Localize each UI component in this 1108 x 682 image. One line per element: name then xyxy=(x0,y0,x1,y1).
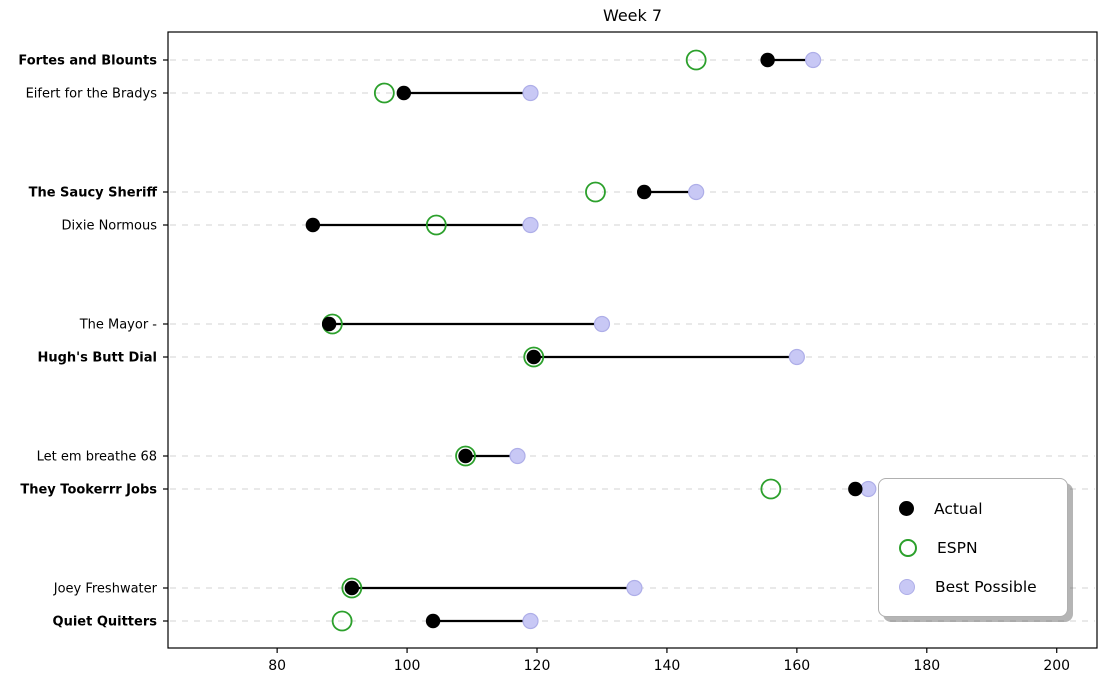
plot-border xyxy=(167,31,1098,649)
y-tick-label: Fortes and Blounts xyxy=(18,54,157,69)
best-possible-point xyxy=(860,480,877,498)
y-tick-label: The Saucy Sheriff xyxy=(29,186,158,201)
best-possible-point xyxy=(626,579,643,597)
x-tick-label: 200 xyxy=(1043,658,1070,674)
y-tick-label: Let em breathe 68 xyxy=(37,450,157,465)
legend-item-actual: Actual xyxy=(899,489,1067,528)
y-tick-label: Dixie Normous xyxy=(62,219,158,234)
actual-point xyxy=(321,316,337,332)
y-tick-label: Joey Freshwater xyxy=(53,582,158,597)
best-possible-point xyxy=(522,216,539,234)
x-tick-label: 100 xyxy=(394,658,421,674)
y-tick-label: Hugh's Butt Dial xyxy=(37,351,157,366)
legend-item-best-possible: Best Possible xyxy=(899,567,1067,606)
actual-point xyxy=(425,613,441,629)
espn-point xyxy=(760,478,782,500)
espn-point xyxy=(685,49,707,71)
legend-label-actual: Actual xyxy=(934,499,983,518)
best-possible-point xyxy=(522,612,539,630)
espn-point xyxy=(331,610,353,632)
y-tick-label: They Tookerrr Jobs xyxy=(20,483,157,498)
legend-item-espn: ESPN xyxy=(899,528,1067,567)
x-tick-label: 180 xyxy=(913,658,940,674)
best-possible-point xyxy=(788,348,805,366)
legend-label-espn: ESPN xyxy=(937,538,978,557)
actual-point xyxy=(344,580,360,596)
espn-marker-icon xyxy=(899,538,917,557)
best-possible-point xyxy=(509,447,526,465)
y-tick-label: Quiet Quitters xyxy=(53,615,158,630)
actual-point xyxy=(848,481,863,497)
actual-marker-icon xyxy=(899,501,914,516)
espn-point xyxy=(373,82,395,104)
best-possible-point xyxy=(593,315,611,333)
actual-point xyxy=(760,52,775,68)
legend: Actual ESPN Best Possible xyxy=(878,478,1068,617)
espn-point xyxy=(425,214,447,236)
espn-point xyxy=(341,577,363,599)
espn-point xyxy=(585,181,606,203)
best-possible-point xyxy=(522,84,539,102)
chart-title: Week 7 xyxy=(602,6,663,25)
espn-point xyxy=(523,346,545,368)
espn-point xyxy=(455,445,476,467)
x-tick-label: 120 xyxy=(524,658,551,674)
actual-point xyxy=(396,85,412,101)
actual-point xyxy=(305,217,321,233)
y-tick-label: Eifert for the Bradys xyxy=(26,87,158,102)
actual-point xyxy=(458,448,473,464)
x-tick-label: 80 xyxy=(268,658,286,674)
legend-label-best-possible: Best Possible xyxy=(935,577,1037,596)
best-possible-point xyxy=(805,51,822,69)
y-tick-label: The Mayor - xyxy=(79,318,158,333)
x-tick-label: 140 xyxy=(654,658,681,674)
actual-point xyxy=(636,184,652,200)
best-possible-point xyxy=(688,183,705,201)
x-tick-label: 160 xyxy=(783,658,810,674)
best-possible-marker-icon xyxy=(899,578,915,595)
actual-point xyxy=(526,349,541,365)
